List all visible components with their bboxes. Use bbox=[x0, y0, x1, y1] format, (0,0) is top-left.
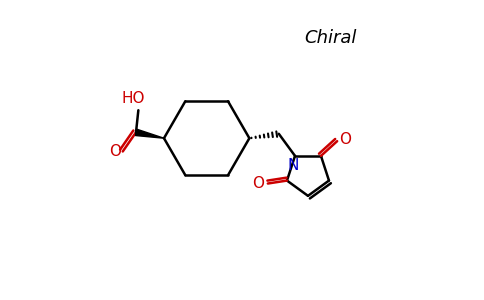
Text: HO: HO bbox=[121, 91, 145, 106]
Text: Chiral: Chiral bbox=[304, 29, 357, 47]
Text: O: O bbox=[109, 144, 121, 159]
Text: O: O bbox=[252, 176, 264, 191]
Polygon shape bbox=[136, 129, 164, 138]
Text: O: O bbox=[339, 132, 351, 147]
Text: N: N bbox=[288, 158, 299, 173]
